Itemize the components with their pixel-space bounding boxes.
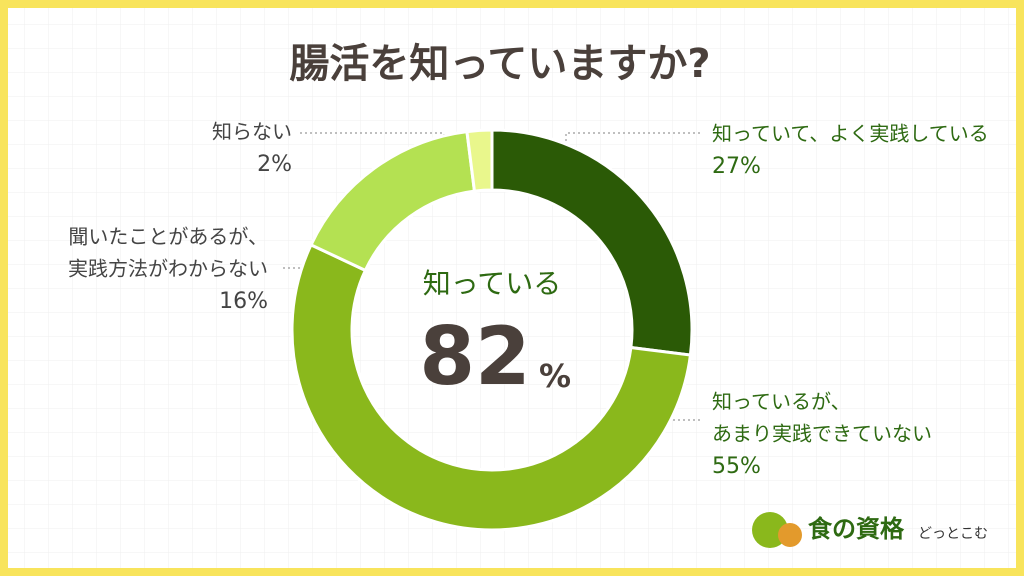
center-unit: % — [539, 357, 571, 395]
value-label: 27% — [712, 154, 761, 179]
value-label: 55% — [712, 454, 761, 479]
value-label: 2% — [257, 152, 292, 177]
segment-label: 知っているが、 — [712, 390, 851, 414]
center-label: 知っている — [423, 267, 562, 300]
segment-label: 知っていて、よく実践している — [712, 122, 989, 146]
donut — [290, 128, 694, 532]
center-value: 82 — [419, 310, 530, 403]
chart-title: 腸活を知っていますか? — [289, 41, 710, 87]
logo-icon — [778, 523, 802, 547]
segment-label: あまり実践できていない — [712, 422, 932, 446]
logo: 食の資格 どっとこむ — [752, 512, 988, 548]
donut-segment — [465, 128, 494, 193]
segment-label: 実践方法がわからない — [68, 257, 268, 281]
donut-segment — [290, 242, 693, 532]
logo-sub: どっとこむ — [918, 526, 988, 542]
logo-main: 食の資格 — [808, 515, 905, 543]
segment-label: 知らない — [212, 120, 292, 144]
value-label: 16% — [219, 289, 268, 314]
segment-label: 聞いたことがあるが、 — [68, 225, 268, 249]
